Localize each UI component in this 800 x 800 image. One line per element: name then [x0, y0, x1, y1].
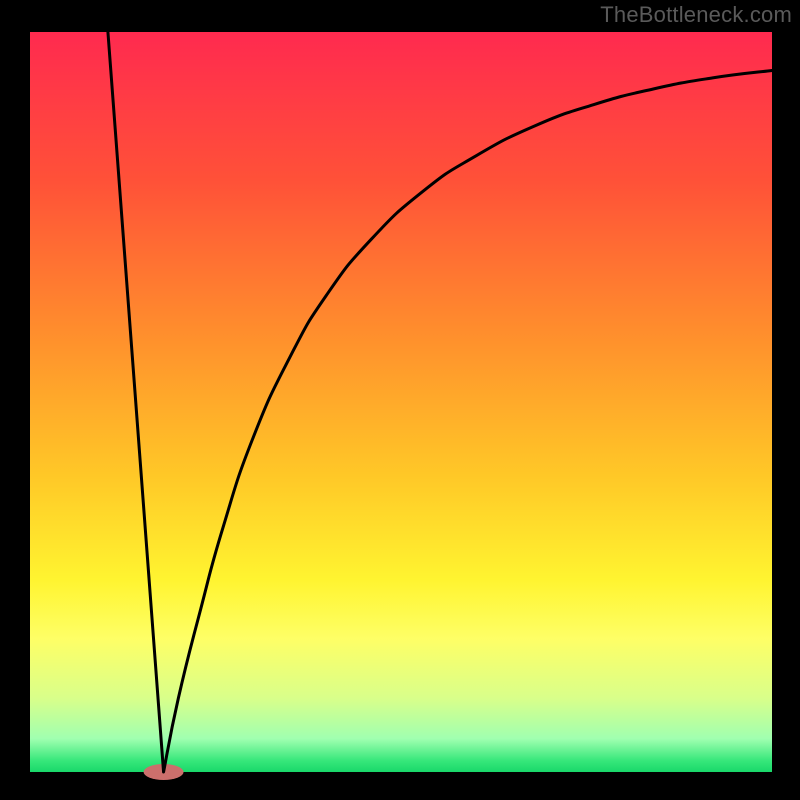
chart-container: TheBottleneck.com: [0, 0, 800, 800]
watermark-text: TheBottleneck.com: [600, 2, 792, 28]
gradient-plot-area: [30, 32, 772, 772]
bottleneck-curve-chart: [0, 0, 800, 800]
